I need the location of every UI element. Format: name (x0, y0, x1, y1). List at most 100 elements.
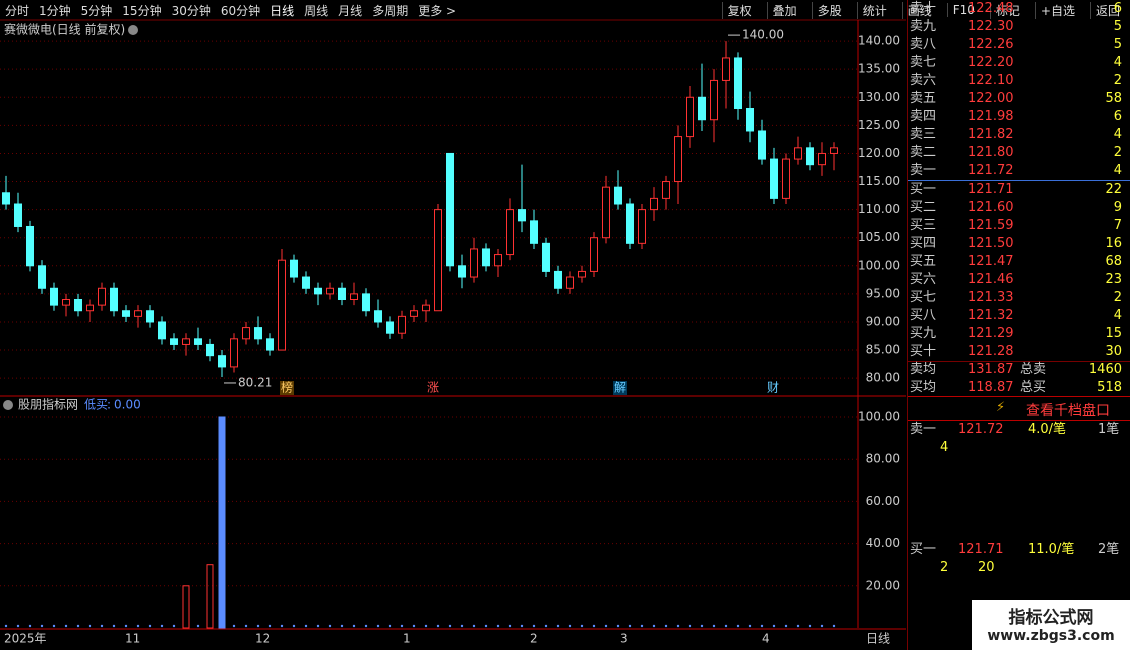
order-volume: 16 (1105, 236, 1122, 251)
order-label: 买八 (910, 308, 937, 323)
zero-dot (328, 624, 332, 628)
order-label: 卖三 (910, 127, 937, 142)
detail-avg: 11.0/笔 (1028, 542, 1075, 557)
order-label: 买十 (910, 344, 937, 359)
detail-row: 卖一 121.72 4.0/笔 1笔 4 (910, 421, 1128, 455)
zero-dot (532, 624, 536, 628)
toolbar-button[interactable]: 返回 (1089, 1, 1125, 19)
depth-link[interactable]: 查看千档盘口 (1026, 403, 1110, 419)
candle-body (446, 152, 454, 267)
period-tab[interactable]: 1分钟 (39, 3, 71, 18)
zero-dot (112, 624, 116, 628)
order-label: 卖七 (910, 55, 937, 70)
toolbar-button[interactable]: 标记 (989, 1, 1025, 19)
toolbar-button[interactable]: 画线 (901, 1, 937, 19)
period-tab[interactable]: 30分钟 (171, 3, 211, 18)
period-tab[interactable]: 月线 (338, 3, 363, 18)
period-tab[interactable]: 分时 (5, 3, 30, 18)
x-label: 1 (403, 632, 411, 646)
order-label: 买五 (910, 254, 937, 269)
zero-dot (508, 624, 512, 628)
zero-dot (352, 624, 356, 628)
toolbar-button[interactable]: 复权 (721, 1, 757, 19)
candle-body (590, 237, 598, 272)
zero-dot (712, 624, 716, 628)
candle-body (350, 293, 358, 301)
order-volume: 7 (1113, 218, 1122, 233)
order-label: 买均 (910, 380, 937, 395)
order-volume: 6 (1113, 109, 1122, 124)
period-tab[interactable]: 5分钟 (80, 3, 113, 18)
order-price: 121.98 (968, 109, 1014, 124)
order-label: 卖均 (910, 362, 937, 377)
zero-dot (340, 624, 344, 628)
zero-dot (52, 624, 56, 628)
zero-dot (40, 624, 44, 628)
order-row: 卖七 122.20 4 (910, 54, 1128, 72)
divider (908, 180, 1130, 181)
period-tab[interactable]: 60分钟 (220, 3, 261, 18)
separator: : (107, 398, 111, 412)
period-tab[interactable]: 更多 > (418, 3, 457, 18)
zero-dot (16, 624, 20, 628)
candle-body (50, 287, 58, 306)
candle-body (386, 321, 394, 334)
y-tick-label: 85.00 (866, 343, 900, 357)
event: 财 (767, 381, 779, 395)
candle-body (206, 343, 214, 357)
order-size: 20 (978, 560, 995, 575)
zero-dot (664, 624, 668, 628)
order-label: 卖一 (910, 163, 937, 178)
order-label: 卖六 (910, 73, 937, 88)
order-price: 121.59 (968, 218, 1014, 233)
candle-body (26, 225, 34, 267)
order-row: 卖五 122.00 58 (910, 90, 1128, 108)
y-tick-label: 135.00 (858, 62, 900, 76)
indicator-title: 股朋指标网 (18, 397, 78, 412)
candle-body (422, 304, 430, 312)
order-row: 买七 121.33 2 (910, 289, 1128, 307)
period-tab[interactable]: 多周期 (372, 3, 409, 18)
order-row: 卖九 122.30 5 (910, 18, 1128, 36)
zero-dot (196, 624, 200, 628)
zero-dot (496, 624, 500, 628)
candle-body (434, 209, 442, 312)
zero-dot (448, 624, 452, 628)
event: 涨 (427, 380, 439, 395)
zero-dot (88, 624, 92, 628)
toolbar-button[interactable]: 叠加 (766, 1, 802, 19)
toolbar-button[interactable]: 多股 (811, 1, 847, 19)
period-tab[interactable]: 日线 (270, 3, 295, 18)
toolbar-button[interactable]: F10 (946, 3, 980, 17)
zero-dot (472, 624, 476, 628)
zero-dot (724, 624, 728, 628)
candle-body (578, 270, 586, 278)
order-book: 卖十 122.48 6 卖九 122.30 5 卖八 122.26 5 卖七 122.20 4 卖六 12… (907, 0, 1130, 650)
order-row: 卖二 121.80 2 (910, 144, 1128, 162)
order-price: 121.82 (968, 127, 1014, 142)
zero-dot (700, 624, 704, 628)
order-volume: 4 (1113, 163, 1122, 178)
divider (908, 361, 1130, 362)
order-volume: 1460 (1088, 362, 1122, 377)
order-price: 122.00 (968, 91, 1014, 106)
period-tab[interactable]: 周线 (304, 3, 329, 18)
order-price: 121.71 (968, 182, 1014, 197)
zero-dot (784, 624, 788, 628)
zero-dot (4, 624, 8, 628)
order-row: 买十 121.28 30 (910, 343, 1128, 361)
y-tick-label: 115.00 (858, 174, 900, 188)
zero-dot (376, 624, 380, 628)
order-volume: 2 (1113, 73, 1122, 88)
zero-dot (124, 624, 128, 628)
order-row: 买九 121.29 15 (910, 325, 1128, 343)
y-tick-label: 120.00 (858, 146, 900, 160)
order-volume: 4 (1113, 127, 1122, 142)
order-price: 122.30 (968, 19, 1014, 34)
period-tab[interactable]: 15分钟 (122, 3, 162, 18)
detail-count: 1笔 (1098, 422, 1120, 437)
zero-dot (148, 624, 152, 628)
legend-name: 低买 (84, 398, 108, 412)
toolbar-button[interactable]: 统计 (856, 1, 892, 19)
toolbar-button[interactable]: +自选 (1034, 1, 1080, 19)
